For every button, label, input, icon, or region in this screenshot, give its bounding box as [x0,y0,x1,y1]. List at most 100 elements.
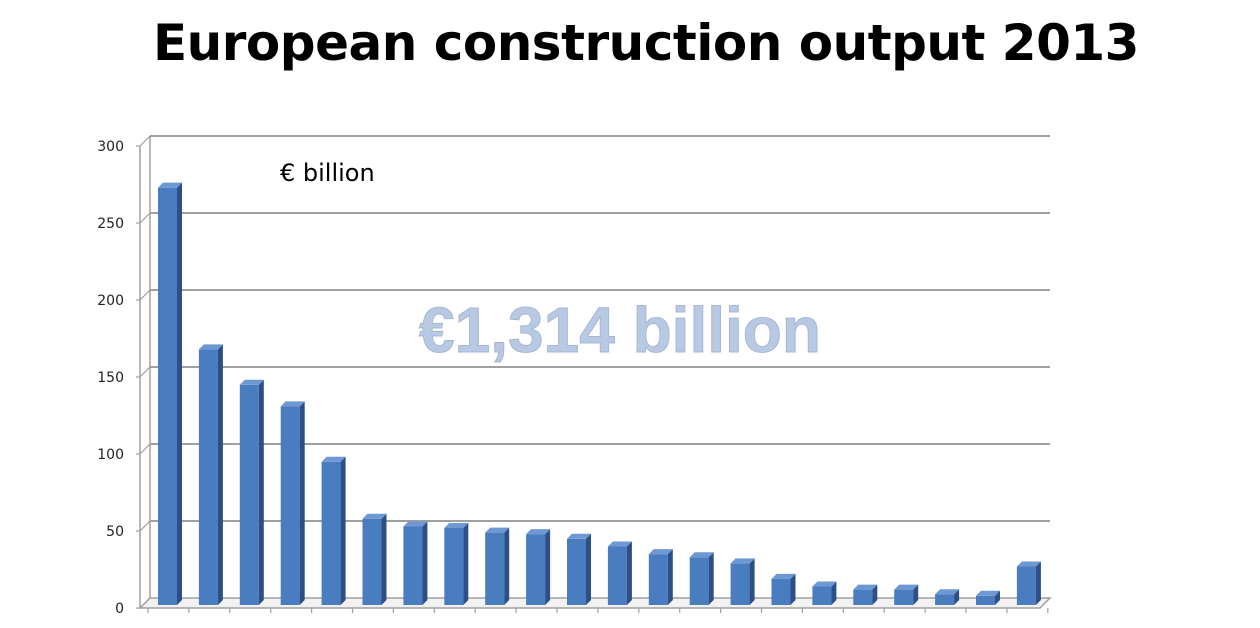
y-tick-label: 100 [97,447,124,463]
gridline-connector [139,443,151,455]
bar-front [444,528,464,605]
bar-top [485,527,510,533]
bar-top [280,401,305,407]
gridline-connector [139,597,151,609]
bar [812,581,837,605]
bar-side [381,513,387,605]
bar-top [935,589,960,595]
bar [1016,561,1041,605]
bar [689,552,714,605]
total-annotation: €1,314 billion [419,294,821,366]
bar-side [177,182,182,605]
bar-top [403,521,428,527]
bar [894,584,919,605]
unit-label: € billion [280,159,375,187]
bar [280,401,305,605]
chart-title: European construction output 2013 [153,14,1139,72]
bar-side [872,584,878,605]
gridline-connector [139,135,151,147]
bar-side [422,521,428,605]
bar-top [771,573,796,579]
bar-front [812,586,832,605]
y-tick-label: 150 [97,370,124,386]
bar-top [853,584,878,590]
bar-front [198,349,218,605]
bar [403,521,428,605]
bar-top [158,182,182,188]
bar [730,558,755,605]
gridline-connector [139,366,151,378]
bar-top [198,344,223,350]
bar-top [444,523,469,528]
bar-top [1016,561,1041,567]
bar-front [321,461,341,605]
bar-front [894,589,914,605]
bar-top [362,513,387,519]
bar-top [648,549,673,555]
bar-side [995,590,1000,605]
bar-front [935,594,955,605]
bar-front [362,518,382,605]
bar-side [504,527,510,605]
bar-front [567,538,586,605]
bar-front [730,563,750,605]
bar-front [1016,566,1036,605]
bar [485,527,510,605]
bar [607,541,632,605]
bar-top [812,581,837,587]
y-axis-ticks: 0 50 100 150 200 250 300 [97,139,124,617]
bar-side [708,552,714,605]
bar-front [526,534,546,605]
bars [158,182,1041,605]
bar-side [586,533,591,605]
bar-side [626,541,632,605]
bar [648,549,673,605]
gridline-connector [139,289,151,301]
bar-top [894,584,919,590]
bar [935,589,960,605]
bar-side [463,523,469,605]
bar-side [299,401,305,605]
bar-side [545,529,551,605]
bar-side [954,589,960,605]
bar-side [749,558,755,605]
bar-side [790,573,796,605]
bar-front [771,578,791,605]
gridline-connector [139,212,151,224]
bar-top [976,590,1000,596]
bar-top [607,541,632,547]
y-tick-label: 0 [115,601,124,617]
gridline-connector [139,520,151,532]
y-tick-label: 50 [106,524,124,540]
bar [526,529,551,605]
bar [444,523,469,605]
y-tick-label: 300 [97,139,124,155]
bar-front [689,557,709,605]
bar-side [667,549,673,605]
bar-front [485,532,505,605]
bar-top [689,552,714,558]
y-tick-label: 200 [97,293,124,309]
bar-side [913,584,919,605]
bar [198,344,223,605]
bar [239,379,264,605]
bar-front [976,595,995,605]
bar [158,182,182,605]
bar-top [567,533,591,539]
bar-top [730,558,755,564]
bar-side [217,344,223,605]
gridlines [136,135,1052,613]
bar [362,513,387,605]
bar-side [258,379,264,605]
bar [321,456,346,605]
bar-side [831,581,837,605]
bar-top [526,529,551,535]
bar-front [280,406,300,605]
bar-front [403,526,423,605]
bar-front [158,187,177,605]
bar-front [239,384,259,605]
bar [567,533,591,605]
bar [853,584,878,605]
bar-top [239,379,264,385]
